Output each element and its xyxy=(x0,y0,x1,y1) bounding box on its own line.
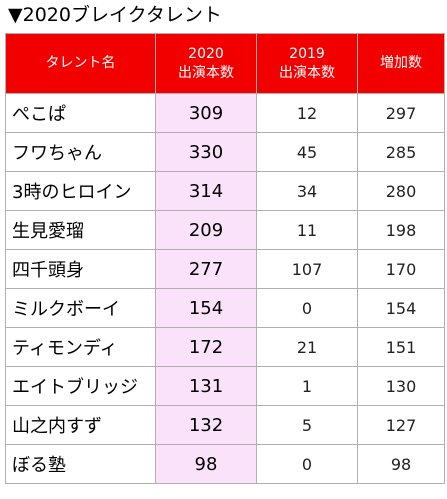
talent-name-cell: エイトブリッジ xyxy=(5,366,156,406)
talent-name-cell: 四千頭身 xyxy=(5,249,156,289)
appearances-2019-cell: 21 xyxy=(256,327,358,367)
increase-cell: 285 xyxy=(357,132,445,172)
talent-name-cell: ミルクボーイ xyxy=(5,288,156,328)
appearances-2020-cell: 154 xyxy=(155,288,257,328)
appearances-2020-cell: 172 xyxy=(155,327,257,367)
break-talent-table: タレント名 2020 出演本数 2019 出演本数 増加数 ぺこぱ 309 12 29… xyxy=(5,33,445,484)
appearances-2019-cell: 12 xyxy=(256,93,358,133)
appearances-2020-cell: 309 xyxy=(155,93,257,133)
increase-cell: 198 xyxy=(357,210,445,250)
table-header-row: タレント名 2020 出演本数 2019 出演本数 増加数 xyxy=(5,33,445,94)
appearances-2020-cell: 131 xyxy=(155,366,257,406)
appearances-2019-cell: 5 xyxy=(256,405,358,445)
table-row: 3時のヒロイン 314 34 280 xyxy=(5,171,445,211)
appearances-2020-cell: 277 xyxy=(155,249,257,289)
talent-name-cell: ぼる塾 xyxy=(5,444,156,484)
increase-cell: 151 xyxy=(357,327,445,367)
header-talent-name: タレント名 xyxy=(5,33,156,94)
increase-cell: 130 xyxy=(357,366,445,406)
increase-cell: 154 xyxy=(357,288,445,328)
appearances-2019-cell: 34 xyxy=(256,171,358,211)
increase-cell: 297 xyxy=(357,93,445,133)
table-row: ティモンディ 172 21 151 xyxy=(5,327,445,367)
table-row: エイトブリッジ 131 1 130 xyxy=(5,366,445,406)
table-row: ぼる塾 98 0 98 xyxy=(5,444,445,484)
header-2020-appearances: 2020 出演本数 xyxy=(155,33,257,94)
page-title: ▼2020ブレイクタレント xyxy=(8,4,222,26)
talent-name-cell: ティモンディ xyxy=(5,327,156,367)
appearances-2020-cell: 132 xyxy=(155,405,257,445)
appearances-2019-cell: 0 xyxy=(256,444,358,484)
table-row: 山之内すず 132 5 127 xyxy=(5,405,445,445)
header-2019-appearances: 2019 出演本数 xyxy=(256,33,358,94)
appearances-2020-cell: 98 xyxy=(155,444,257,484)
table-body: ぺこぱ 309 12 297 フワちゃん 330 45 285 3時のヒロイン 314 34 280 生… xyxy=(5,93,445,484)
table-row: 四千頭身 277 107 170 xyxy=(5,249,445,289)
appearances-2020-cell: 314 xyxy=(155,171,257,211)
appearances-2019-cell: 0 xyxy=(256,288,358,328)
table-row: 生見愛瑠 209 11 198 xyxy=(5,210,445,250)
talent-name-cell: 山之内すず xyxy=(5,405,156,445)
talent-name-cell: フワちゃん xyxy=(5,132,156,172)
talent-name-cell: ぺこぱ xyxy=(5,93,156,133)
appearances-2019-cell: 107 xyxy=(256,249,358,289)
appearances-2020-cell: 330 xyxy=(155,132,257,172)
talent-name-cell: 生見愛瑠 xyxy=(5,210,156,250)
table-row: ぺこぱ 309 12 297 xyxy=(5,93,445,133)
table-row: フワちゃん 330 45 285 xyxy=(5,132,445,172)
increase-cell: 280 xyxy=(357,171,445,211)
increase-cell: 170 xyxy=(357,249,445,289)
appearances-2020-cell: 209 xyxy=(155,210,257,250)
appearances-2019-cell: 45 xyxy=(256,132,358,172)
talent-name-cell: 3時のヒロイン xyxy=(5,171,156,211)
increase-cell: 98 xyxy=(357,444,445,484)
header-increase: 増加数 xyxy=(357,33,445,94)
increase-cell: 127 xyxy=(357,405,445,445)
appearances-2019-cell: 11 xyxy=(256,210,358,250)
table-row: ミルクボーイ 154 0 154 xyxy=(5,288,445,328)
appearances-2019-cell: 1 xyxy=(256,366,358,406)
